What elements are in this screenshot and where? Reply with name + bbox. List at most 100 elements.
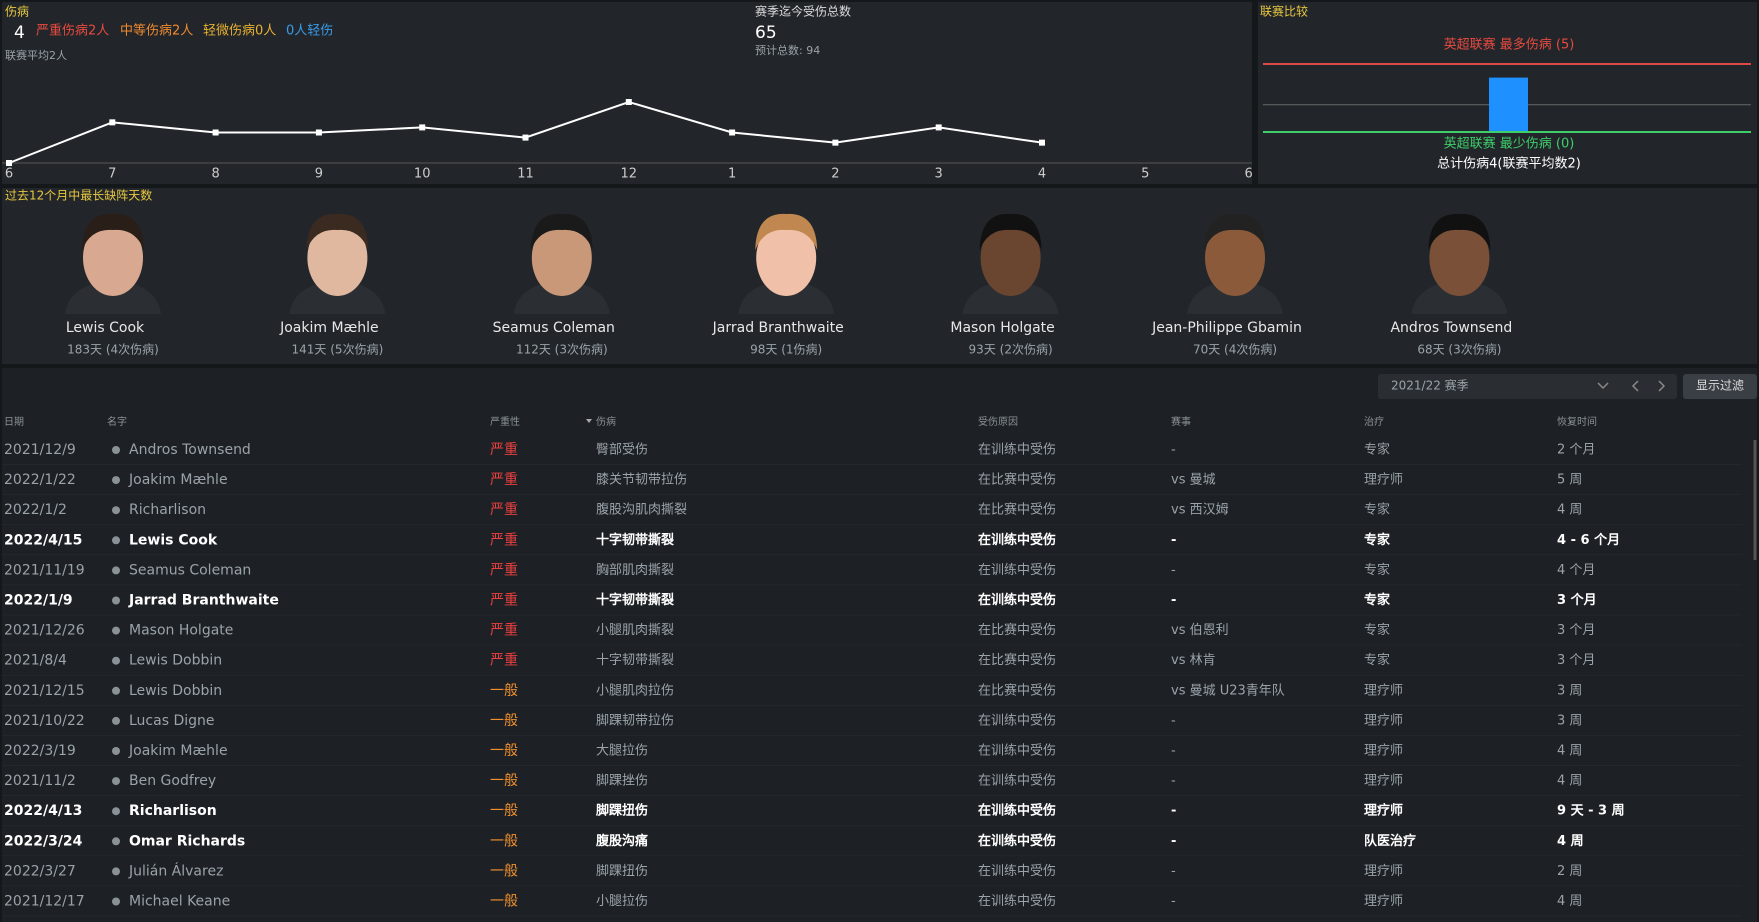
cell: vs 西汉姆	[1171, 503, 1229, 518]
cell: Omar Richards	[129, 833, 245, 849]
filter-button[interactable]	[1683, 374, 1757, 399]
portrait-shoulders	[1411, 280, 1508, 314]
season-dropdown[interactable]	[1378, 374, 1677, 399]
x-tick-label: 12	[621, 167, 638, 182]
player-icon	[112, 596, 120, 605]
column-header: 伤病	[596, 415, 616, 428]
cell: 脚踝挫伤	[596, 773, 648, 789]
cell: 2021/11/19	[4, 562, 85, 578]
cell: 4 个月	[1557, 563, 1595, 578]
cell: 脚踝扭伤	[596, 803, 648, 819]
cell: Lewis Dobbin	[129, 683, 222, 699]
row-separator	[2, 614, 1742, 616]
cell: 专家	[1364, 502, 1390, 518]
severe-count: 严重伤病2人	[36, 23, 109, 39]
cell: 在训练中受伤	[978, 563, 1056, 578]
x-tick-label: 4	[1038, 167, 1046, 182]
nav-arrows[interactable]	[1597, 380, 1666, 392]
x-tick-label: 1	[728, 167, 736, 182]
cell: 严重	[490, 442, 518, 458]
cell: Joakim Mæhle	[128, 743, 228, 759]
cell: 十字韧带撕裂	[596, 653, 674, 668]
player-icon	[112, 656, 120, 665]
cell: 3 个月	[1557, 653, 1595, 668]
point	[315, 129, 322, 136]
cell: 理疗师	[1364, 864, 1403, 879]
filter-button-label: 显示过滤	[1696, 379, 1744, 393]
cell: 2022/1/9	[4, 593, 73, 609]
x-tick-label: 2	[831, 167, 839, 182]
section-title: 伤病	[5, 4, 29, 19]
panel-players	[2, 188, 1757, 364]
cell: 在训练中受伤	[978, 592, 1056, 608]
cell: 4 周	[1557, 503, 1582, 518]
cell: 在比赛中受伤	[978, 682, 1056, 698]
cell: 在训练中受伤	[978, 774, 1056, 789]
portrait-hair	[530, 213, 593, 250]
cell: 严重	[490, 653, 518, 669]
team-bar	[1489, 77, 1528, 132]
cell: 一般	[490, 833, 518, 849]
cell: 一般	[490, 803, 518, 819]
cell: 严重	[490, 593, 518, 609]
row-separator	[2, 734, 1742, 736]
cell: 队医治疗	[1364, 833, 1416, 849]
cell: 小腿肌肉拉伤	[596, 683, 674, 698]
cell: -	[1171, 804, 1176, 819]
cell: 3 周	[1557, 683, 1582, 698]
season-total: 65	[755, 23, 777, 43]
cell: 3 个月	[1557, 623, 1595, 638]
cell: 2 个月	[1557, 443, 1595, 458]
cell: 脚踝扭伤	[596, 863, 648, 879]
cell: Richarlison	[129, 502, 206, 518]
player-name: Lewis Cook	[66, 320, 145, 336]
cell: 严重	[490, 623, 518, 639]
cell: 严重	[490, 502, 518, 518]
cell: 腹股沟肌肉撕裂	[596, 502, 687, 518]
cell: -	[1171, 713, 1176, 728]
player-icon	[112, 777, 120, 786]
cell: 2021/12/15	[4, 683, 85, 699]
cell: 2021/12/26	[4, 623, 85, 639]
compare-summary: 总计伤病4(联赛平均数2)	[1437, 156, 1581, 172]
cell: 4 - 6 个月	[1557, 532, 1620, 548]
cell: 一般	[490, 863, 518, 879]
player-icon	[112, 536, 120, 545]
x-tick-label: 7	[108, 167, 116, 182]
player-icon	[112, 747, 120, 755]
cell: vs 伯恩利	[1171, 623, 1229, 638]
player-name: Seamus Coleman	[493, 320, 615, 336]
player-icon	[112, 476, 120, 485]
cell: 专家	[1364, 562, 1390, 578]
cell: 专家	[1364, 442, 1390, 458]
cell: 小腿拉伤	[596, 894, 648, 909]
compare-title: 联赛比较	[1260, 4, 1308, 19]
cell: Lewis Dobbin	[129, 653, 222, 669]
cell: Joakim Mæhle	[128, 472, 228, 488]
cell: 膝关节韧带拉伤	[596, 473, 687, 488]
portrait-shoulders	[513, 280, 610, 314]
cell: 理疗师	[1364, 713, 1403, 728]
x-tick-label: 9	[315, 167, 323, 182]
player-detail: 141天 (5次伤病)	[292, 342, 384, 357]
cell: 2021/12/17	[4, 894, 85, 910]
cell: Jarrad Branthwaite	[128, 593, 279, 609]
column-header: 严重性	[490, 415, 520, 428]
light-count: 0人轻伤	[286, 24, 333, 39]
point	[6, 160, 12, 166]
cell: 十字韧带撕裂	[596, 532, 675, 548]
player-detail: 183天 (4次伤病)	[67, 342, 159, 357]
row-separator	[2, 494, 1742, 496]
player-name: Andros Townsend	[1390, 320, 1512, 336]
cell: 2022/1/2	[4, 502, 67, 518]
x-tick-label: 6	[1244, 167, 1252, 182]
cell: 在训练中受伤	[978, 744, 1056, 759]
cell: 大腿拉伤	[596, 744, 648, 759]
row-separator	[2, 644, 1742, 646]
cell: 在训练中受伤	[978, 833, 1056, 849]
cell: 小腿肌肉撕裂	[596, 623, 674, 638]
player-icon	[112, 566, 120, 575]
portrait-hair	[306, 213, 369, 250]
portrait-hair	[1428, 213, 1491, 250]
